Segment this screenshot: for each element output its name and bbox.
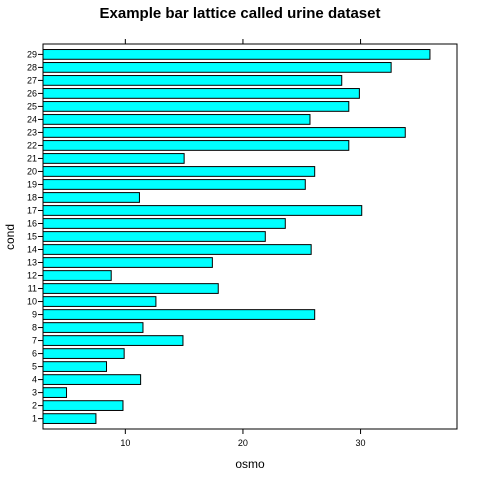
bar-8 (42, 322, 144, 333)
y-tick-label-14: 14 (27, 245, 37, 255)
y-tick-label-27: 27 (27, 75, 37, 85)
x-axis-ticks: 10 20 30 (120, 39, 366, 448)
y-tick-label-13: 13 (27, 258, 37, 268)
bar-23 (42, 127, 406, 138)
bar-4 (42, 374, 142, 385)
bar-22 (42, 140, 350, 151)
bar-29 (42, 49, 431, 60)
y-tick-label-18: 18 (27, 192, 37, 202)
bar-3 (42, 387, 68, 398)
y-tick-label-15: 15 (27, 232, 37, 242)
y-tick-label-10: 10 (27, 297, 37, 307)
bar-6 (42, 348, 125, 359)
chart-title: Example bar lattice called urine dataset (100, 5, 381, 22)
bar-24 (42, 114, 311, 125)
y-tick-label-21: 21 (27, 153, 37, 163)
bar-group (42, 49, 431, 424)
y-tick-label-8: 8 (32, 323, 37, 333)
bar-13 (42, 257, 213, 268)
bar-7 (42, 335, 184, 346)
y-tick-label-7: 7 (32, 336, 37, 346)
x-axis-label: osmo (235, 457, 265, 471)
bar-15 (42, 231, 266, 242)
y-tick-label-11: 11 (28, 284, 37, 294)
bar-9 (42, 309, 316, 320)
y-tick-label-28: 28 (27, 62, 37, 72)
y-tick-label-20: 20 (27, 166, 37, 176)
bar-21 (42, 153, 185, 164)
y-tick-label-16: 16 (27, 218, 37, 228)
bar-11 (42, 283, 219, 294)
y-tick-label-9: 9 (32, 310, 37, 320)
y-axis-label: cond (3, 224, 17, 250)
y-tick-label-12: 12 (27, 271, 37, 281)
bar-27 (42, 75, 343, 86)
bar-14 (42, 244, 312, 255)
x-tick-label-20: 20 (238, 438, 248, 448)
x-tick-label-30: 30 (356, 438, 366, 448)
y-tick-label-26: 26 (27, 88, 37, 98)
bar-10 (42, 296, 157, 307)
bar-18 (42, 192, 140, 203)
bar-28 (42, 62, 392, 73)
y-tick-label-22: 22 (27, 140, 37, 150)
y-tick-label-3: 3 (32, 388, 37, 398)
bar-16 (42, 218, 286, 229)
y-tick-label-6: 6 (32, 349, 37, 359)
bar-5 (42, 361, 108, 372)
y-tick-label-5: 5 (32, 362, 37, 372)
y-tick-label-29: 29 (27, 49, 37, 59)
bar-20 (42, 166, 316, 177)
bar-26 (42, 88, 360, 99)
x-tick-label-10: 10 (120, 438, 130, 448)
bar-1 (42, 413, 97, 424)
y-tick-label-25: 25 (27, 101, 37, 111)
bar-17 (42, 205, 363, 216)
y-tick-label-17: 17 (27, 205, 37, 215)
y-axis-ticks: 1234567891011121314151617181920212223242… (27, 49, 43, 424)
y-tick-label-19: 19 (27, 179, 37, 189)
y-tick-label-4: 4 (32, 375, 37, 385)
bar-12 (42, 270, 112, 281)
y-tick-label-2: 2 (32, 401, 37, 411)
bar-25 (42, 101, 350, 112)
y-tick-label-24: 24 (27, 114, 37, 124)
bar-19 (42, 179, 306, 190)
y-tick-label-1: 1 (32, 414, 37, 424)
bar-2 (42, 400, 124, 411)
y-tick-label-23: 23 (27, 127, 37, 137)
